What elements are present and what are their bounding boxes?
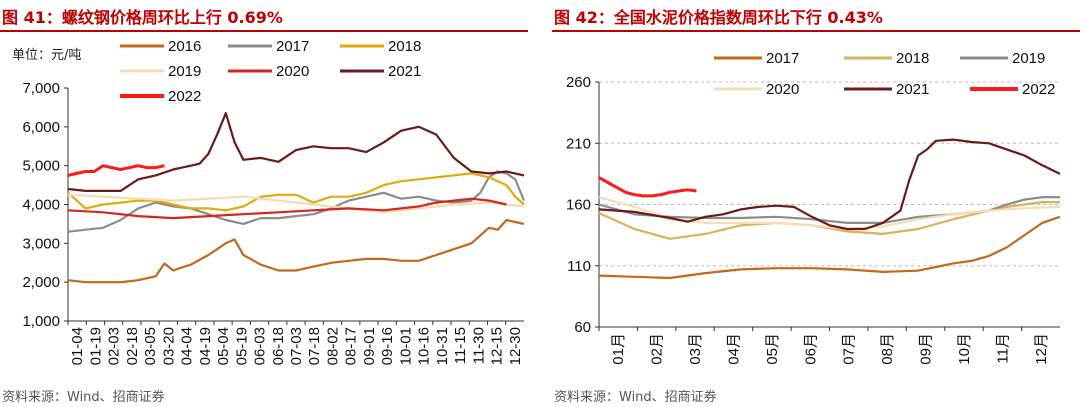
series-line-2022 (598, 176, 697, 198)
series-line-2018 (67, 172, 525, 212)
steel-price-chart: 1,000 2,000 3,000 4,000 5,000 6,000 7,000 01-04… (22, 38, 526, 365)
x-tick-label: 12-15 (489, 327, 506, 365)
x-tick-label: 09月 (918, 333, 935, 365)
series-line-2018 (598, 201, 1060, 240)
x-tick-label: 04-19 (197, 327, 214, 365)
x-tick-label: 07月 (841, 333, 858, 365)
source-note: 资料来源：Wind、招商证券 (2, 390, 165, 405)
x-tick-label: 07-18 (306, 327, 323, 365)
legend-label-2020: 2020 (276, 63, 309, 80)
x-tick-label: 08-02 (324, 327, 341, 365)
x-tick-label: 12-30 (507, 327, 524, 365)
legend-label-2017: 2017 (276, 38, 309, 55)
legend-label-2019: 2019 (168, 63, 201, 80)
x-tick-label: 03-05 (142, 327, 159, 365)
series-line-2021 (67, 112, 525, 192)
x-tick-label: 05月 (764, 333, 781, 365)
x-tick-label: 01月 (610, 333, 627, 365)
chart-panel-steel: 图 41：螺纹钢价格周环比上行 0.69% 单位：元/吨 1,000 2,000 3… (0, 0, 528, 407)
chart-panel-cement: 图 42：全国水泥价格指数周环比下行 0.43% 60 110 160 210 260 0… (552, 0, 1080, 407)
x-tick-label: 10月 (956, 333, 973, 365)
series-line-2019 (67, 193, 525, 214)
x-tick-label: 04月 (725, 333, 742, 365)
y-tick-label: 2,000 (22, 274, 60, 291)
y-tick-label: 110 (567, 258, 591, 275)
legend-label-2016: 2016 (168, 38, 201, 55)
x-tick-label: 11-30 (470, 327, 487, 364)
legend-label-2019: 2019 (1012, 50, 1045, 67)
x-tick-label: 06-03 (252, 327, 269, 365)
x-tick-label: 10-01 (397, 327, 414, 365)
x-tick-label: 11月 (994, 333, 1011, 364)
legend-label-2022: 2022 (168, 88, 201, 105)
x-tick-label: 06-18 (270, 327, 287, 365)
legend-label-2017: 2017 (766, 50, 799, 67)
x-tick-label: 10-31 (434, 327, 451, 365)
legend-label-2022: 2022 (1022, 81, 1055, 98)
y-tick-label: 260 (566, 74, 591, 91)
x-tick-label: 09-01 (361, 327, 378, 365)
y-tick-label: 60 (574, 319, 591, 336)
x-tick-label: 02-18 (124, 327, 141, 365)
y-tick-label: 7,000 (22, 80, 60, 97)
x-tick-label: 04-04 (179, 327, 196, 365)
x-tick-label: 05-04 (215, 327, 232, 365)
y-tick-label: 3,000 (22, 235, 60, 252)
y-tick-label: 160 (566, 197, 591, 214)
series-line-2019 (598, 196, 1060, 224)
y-tick-label: 1,000 (22, 313, 60, 330)
chart-title: 图 42：全国水泥价格指数周环比下行 0.43% (554, 8, 883, 27)
x-tick-label: 10-16 (416, 327, 433, 365)
x-tick-label: 12月 (1033, 333, 1050, 365)
y-tick-label: 4,000 (22, 197, 60, 214)
x-tick-label: 07-03 (288, 327, 305, 365)
x-tick-label: 01-04 (69, 327, 86, 365)
legend-label-2021: 2021 (388, 63, 421, 80)
series-line-2017 (598, 215, 1061, 280)
chart-title: 图 41：螺纹钢价格周环比上行 0.69% (2, 8, 283, 27)
cement-index-chart: 60 110 160 210 260 01月 02月 03月 04月 05月 06月 07月 08月 09… (566, 50, 1061, 365)
x-tick-label: 09-16 (379, 327, 396, 365)
x-tick-label: 01-19 (87, 327, 104, 365)
legend-label-2018: 2018 (388, 38, 421, 55)
legend-label-2018: 2018 (896, 50, 929, 67)
x-tick-label: 03-20 (160, 327, 177, 365)
x-tick-label: 03月 (687, 333, 704, 365)
y-tick-label: 210 (566, 135, 591, 152)
x-tick-label: 02月 (649, 333, 666, 365)
y-tick-label: 6,000 (22, 119, 60, 136)
y-tick-label: 5,000 (22, 158, 60, 175)
x-tick-label: 02-03 (106, 327, 123, 365)
unit-label: 单位：元/吨 (12, 48, 82, 63)
x-tick-label: 06月 (802, 333, 819, 365)
legend-label-2020: 2020 (766, 81, 799, 98)
series-line-2021 (598, 138, 1061, 231)
series-line-2020 (67, 197, 507, 220)
series-line-2016 (67, 218, 525, 284)
x-tick-label: 11-15 (452, 327, 469, 364)
source-note: 资料来源：Wind、招商证券 (554, 390, 717, 405)
legend-label-2021: 2021 (896, 81, 929, 98)
x-tick-label: 05-19 (233, 327, 250, 365)
series-line-2022 (67, 164, 165, 177)
series-line-2017 (67, 170, 526, 233)
title-bar: 图 41：螺纹钢价格周环比上行 0.69% (0, 0, 528, 32)
x-tick-label: 08-17 (343, 327, 360, 365)
title-bar: 图 42：全国水泥价格指数周环比下行 0.43% (552, 0, 1080, 32)
x-tick-label: 08月 (879, 333, 896, 365)
